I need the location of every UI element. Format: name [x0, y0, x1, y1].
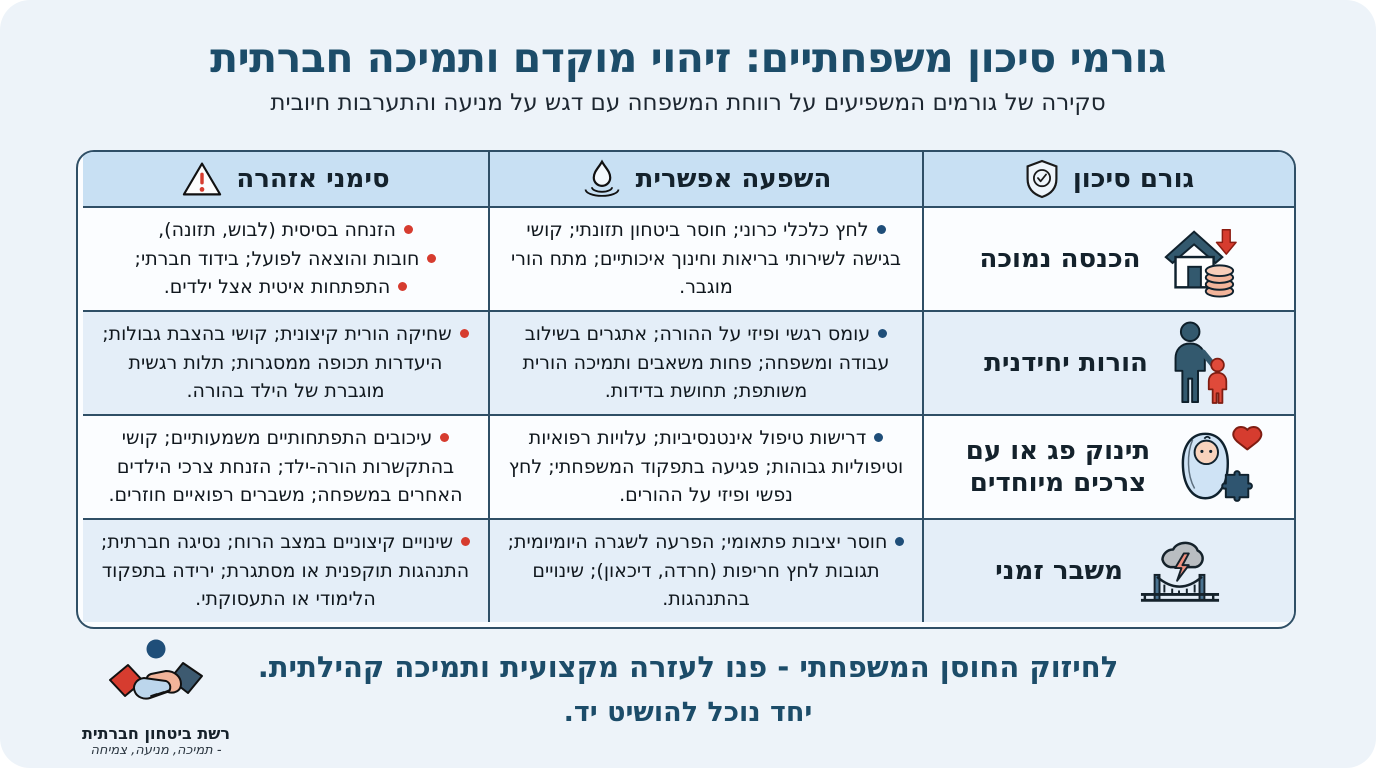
header-warning-signs-label: סימני אזהרה — [236, 164, 390, 194]
water-drop-icon — [584, 159, 619, 197]
page-subtitle: סקירה של גורמים המשפיעים על רווחת המשפחה… — [270, 90, 1106, 116]
single-parent-icon — [1174, 321, 1228, 404]
page-title: גורמי סיכון משפחתיים: זיהוי מוקדם ותמיכה… — [210, 34, 1166, 82]
footer-slogan: יחד נוכל להושיט יד. — [563, 697, 813, 728]
list-item: הזנחה בסיסית (לבוש, תזונה), — [158, 216, 413, 245]
header-possible-effect-label: השפעה אפשרית — [635, 164, 832, 194]
risk-factor-cell: הורות יחידנית — [922, 310, 1294, 414]
header-risk-factor-label: גורם סיכון — [1072, 164, 1195, 194]
header-warning-signs: סימני אזהרה — [83, 152, 488, 206]
list-item: דרישות טיפול אינטנסיביות; עלויות רפואיות… — [508, 427, 904, 507]
bullet-icon — [874, 433, 884, 443]
risk-factor-cell: הכנסה נמוכה — [922, 206, 1294, 310]
possible-effect-cell: לחץ כלכלי כרוני; חוסר ביטחון תזונתי; קוש… — [488, 206, 922, 310]
logo-subtitle: - תמיכה, מניעה, צמיחה — [90, 743, 222, 758]
list-item: עיכובים התפתחותיים משמעותיים; קושי בהתקש… — [108, 427, 463, 507]
header-possible-effect: השפעה אפשרית — [488, 152, 922, 206]
list-item: שינויים קיצוניים במצב הרוח; נסיגה חברתית… — [100, 531, 471, 611]
list-item: עומס רגשי ופיזי על ההורה; אתגרים בשילוב … — [522, 323, 890, 403]
warning-signs-cell: עיכובים התפתחותיים משמעותיים; קושי בהתקש… — [83, 414, 488, 518]
header-risk-factor: גורם סיכון — [922, 152, 1294, 206]
warning-signs-cell: שחיקה הורית קיצונית; קושי בהצבת גבולות; … — [83, 310, 488, 414]
organization-logo: רשת ביטחון חברתית - תמיכה, מניעה, צמיחה — [76, 638, 236, 758]
risk-factor-cell: משבר זמני — [922, 518, 1294, 622]
house-income-down-icon — [1163, 228, 1237, 298]
risk-factor-label: הורות יחידנית — [984, 347, 1148, 378]
warning-signs-cell: שינויים קיצוניים במצב הרוח; נסיגה חברתית… — [83, 518, 488, 622]
risk-factor-label: הכנסה נמוכה — [979, 243, 1141, 274]
list-item: חוסר יציבות פתאומי; הפרעה לשגרה היומיומי… — [504, 528, 908, 614]
shield-check-icon — [1026, 159, 1058, 199]
bullet-icon — [895, 537, 905, 547]
bullet-icon — [459, 329, 469, 339]
storm-bridge-icon — [1140, 541, 1219, 602]
possible-effect-cell: עומס רגשי ופיזי על ההורה; אתגרים בשילוב … — [488, 310, 922, 414]
risk-factors-table: גורם סיכון השפעה אפשרית סימני אזהרה — [76, 150, 1296, 629]
warning-signs-cell: הזנחה בסיסית (לבוש, תזונה), חובות והוצאה … — [83, 206, 488, 310]
handshake-icon — [109, 639, 203, 700]
footer: לחיזוק החוסן המשפחתי - פנו לעזרה מקצועית… — [0, 650, 1376, 728]
bullet-icon — [427, 253, 437, 263]
risk-factor-label: משבר זמני — [995, 555, 1123, 586]
bullet-icon — [876, 225, 886, 235]
warning-triangle-icon — [183, 162, 222, 196]
footer-call-to-action: לחיזוק החוסן המשפחתי - פנו לעזרה מקצועית… — [257, 650, 1119, 684]
risk-factor-cell: תינוק פג או עם צרכים מיוחדים — [922, 414, 1294, 518]
list-item: שחיקה הורית קיצונית; קושי בהצבת גבולות; … — [97, 320, 474, 406]
list-item: לחץ כלכלי כרוני; חוסר ביטחון תזונתי; קוש… — [510, 219, 901, 299]
bullet-icon — [403, 225, 413, 235]
list-item: התפתחות איטית אצל ילדים. — [164, 273, 408, 302]
possible-effect-cell: חוסר יציבות פתאומי; הפרעה לשגרה היומיומי… — [488, 518, 922, 622]
bullet-icon — [440, 433, 450, 443]
bullet-icon — [878, 329, 888, 339]
logo-title: רשת ביטחון חברתית — [81, 724, 231, 743]
bullet-icon — [461, 537, 471, 547]
baby-special-needs-icon — [1181, 426, 1262, 502]
possible-effect-cell: דרישות טיפול אינטנסיביות; עלויות רפואיות… — [488, 414, 922, 518]
bullet-icon — [398, 282, 408, 292]
risk-factor-label: תינוק פג או עם צרכים מיוחדים — [965, 435, 1151, 499]
list-item: חובות והוצאה לפועל; בידוד חברתי; — [135, 245, 437, 274]
